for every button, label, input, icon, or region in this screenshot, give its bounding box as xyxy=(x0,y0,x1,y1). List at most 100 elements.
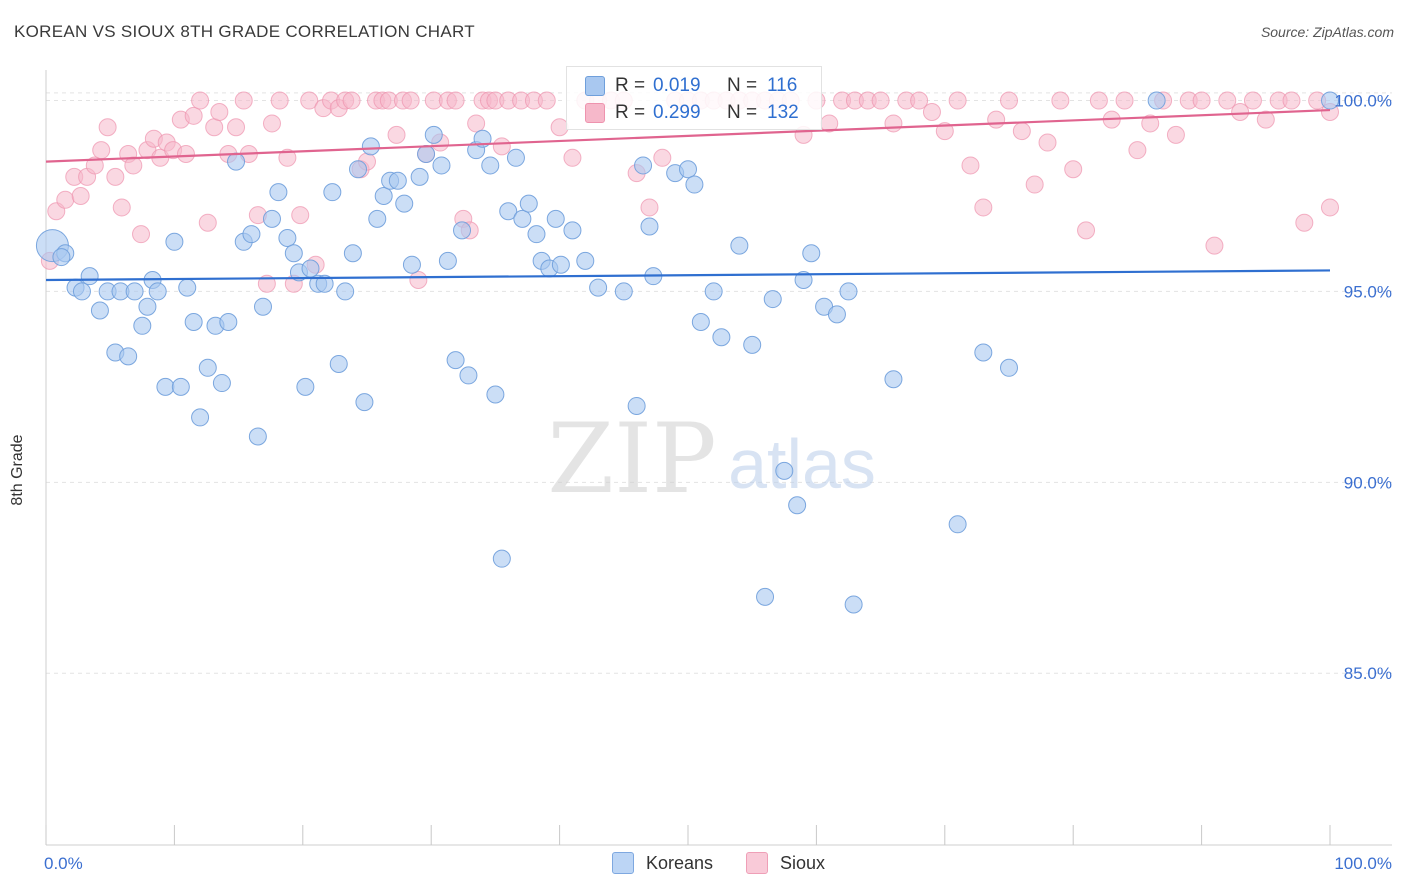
sioux-point xyxy=(234,91,253,110)
y-tick-label: 95.0% xyxy=(1344,282,1392,301)
korean-point xyxy=(756,587,775,606)
korean-point xyxy=(284,244,303,263)
x-tick-label-max: 100.0% xyxy=(1334,854,1392,873)
sioux-point xyxy=(270,91,289,110)
sioux-point xyxy=(1012,122,1031,141)
korean-point xyxy=(627,396,646,415)
korean-point xyxy=(262,209,281,228)
korean-point xyxy=(343,244,362,263)
korean-point xyxy=(171,377,190,396)
sioux-point xyxy=(257,274,276,293)
tick-labels: 85.0% 90.0% 95.0% 100.0% 0.0% 100.0% xyxy=(44,92,1392,873)
sioux-point xyxy=(948,91,967,110)
korean-point xyxy=(499,202,518,221)
sioux-point xyxy=(653,148,672,167)
sioux-point xyxy=(1000,91,1018,110)
korean-trend-line xyxy=(45,269,1331,282)
sioux-point xyxy=(640,198,659,217)
sioux-point xyxy=(1025,175,1044,194)
legend-item-koreans[interactable]: Koreans xyxy=(612,852,713,874)
korean-point xyxy=(712,328,731,347)
sioux-point xyxy=(227,118,246,137)
sioux-r-value: 0.299 xyxy=(653,102,701,123)
sioux-point xyxy=(342,91,361,110)
sioux-point xyxy=(278,148,297,167)
sioux-point xyxy=(492,137,511,156)
korean-point xyxy=(506,148,525,167)
sioux-point xyxy=(537,91,556,110)
korean-point xyxy=(551,255,570,274)
y-axis-label: 8th Grade xyxy=(9,434,26,506)
korean-point xyxy=(219,312,238,331)
korean-point xyxy=(198,358,217,377)
sioux-point xyxy=(1038,133,1057,152)
korean-point xyxy=(614,282,633,301)
korean-point xyxy=(184,312,203,331)
trend-lines xyxy=(45,108,1331,282)
sioux-point xyxy=(198,213,217,232)
legend-item-sioux[interactable]: Sioux xyxy=(746,852,825,874)
sioux-point xyxy=(961,156,980,175)
korean-point xyxy=(486,385,505,404)
korean-point xyxy=(1000,358,1018,377)
korean-point xyxy=(133,316,152,335)
korean-point xyxy=(527,225,546,244)
sioux-point xyxy=(1064,160,1083,179)
sioux-point xyxy=(56,190,75,209)
korean-point xyxy=(546,209,565,228)
sioux-point xyxy=(1141,114,1160,133)
korean-point xyxy=(453,221,472,240)
korean-point xyxy=(156,377,175,396)
korean-n-value: 116 xyxy=(767,75,798,96)
korean-point xyxy=(417,144,436,163)
korean-point xyxy=(788,496,807,515)
korean-point xyxy=(1147,91,1166,110)
korean-point xyxy=(72,282,91,301)
series-legend: Koreans Sioux xyxy=(0,852,1406,878)
korean-point xyxy=(432,156,451,175)
korean-point xyxy=(691,312,710,331)
sioux-point xyxy=(124,156,143,175)
korean-r-value: 0.019 xyxy=(653,75,701,96)
korean-point xyxy=(948,515,967,534)
korean-point xyxy=(388,171,407,190)
korean-point xyxy=(685,175,704,194)
korean-point xyxy=(743,335,762,354)
sioux-point xyxy=(987,110,1006,129)
sioux-point xyxy=(563,148,582,167)
korean-points xyxy=(35,91,1339,614)
sioux-point xyxy=(98,118,117,137)
koreans-legend-label: Koreans xyxy=(646,852,714,873)
sioux-point xyxy=(1205,236,1224,255)
legend-r-label: R = xyxy=(615,102,646,123)
x-tick-label-min: 0.0% xyxy=(44,854,83,873)
korean-point xyxy=(242,225,261,244)
sioux-point xyxy=(176,144,195,163)
korean-point xyxy=(248,427,267,446)
legend-n-label: N = xyxy=(727,75,758,96)
korean-point xyxy=(424,125,443,144)
korean-point xyxy=(253,297,272,316)
sioux-trend-line xyxy=(45,108,1331,163)
sioux-point xyxy=(112,198,131,217)
korean-point xyxy=(679,160,697,179)
korean-point xyxy=(844,595,863,614)
korean-point xyxy=(459,366,478,385)
korean-point xyxy=(125,282,144,301)
sioux-point xyxy=(1051,91,1070,110)
korean-point xyxy=(323,183,342,202)
sioux-point xyxy=(71,186,90,205)
korean-point xyxy=(410,167,429,186)
y-tick-label: 90.0% xyxy=(1344,473,1392,492)
korean-point xyxy=(974,343,993,362)
korean-point xyxy=(355,393,374,412)
watermark-zip: ZIP xyxy=(547,403,716,515)
korean-point xyxy=(296,377,315,396)
sioux-point xyxy=(1295,213,1314,232)
korean-swatch xyxy=(585,76,605,96)
sioux-point xyxy=(92,141,111,160)
sioux-point xyxy=(262,114,281,133)
legend-r-label: R = xyxy=(615,75,646,96)
korean-point xyxy=(513,209,532,228)
